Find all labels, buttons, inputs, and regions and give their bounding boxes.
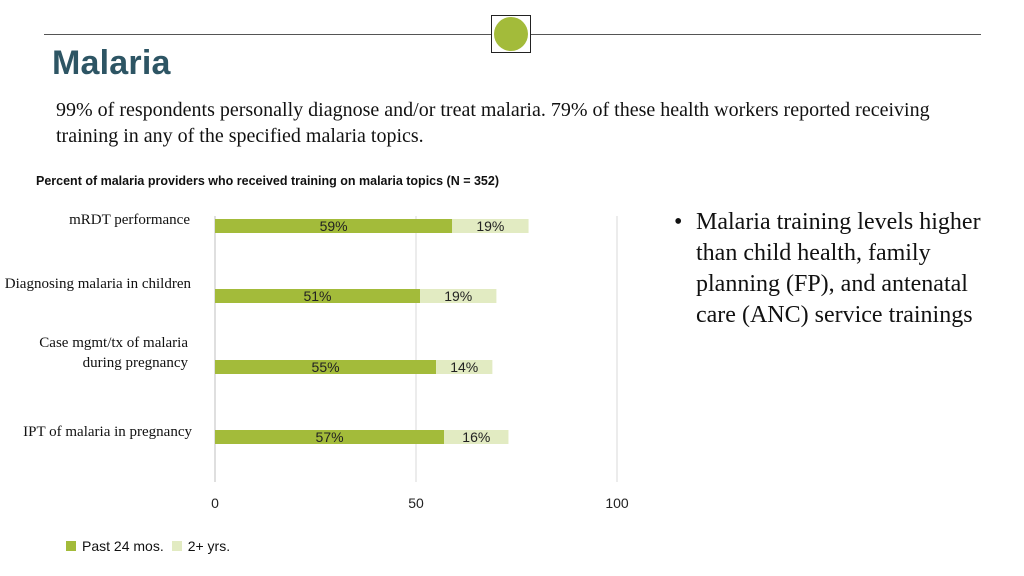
- intro-text: 99% of respondents personally diagnose a…: [56, 99, 930, 147]
- header-emblem: [491, 15, 531, 53]
- x-tick-label-0: 0: [211, 495, 219, 511]
- chart-legend: Past 24 mos. 2+ yrs.: [66, 538, 238, 554]
- bar-twoplus-1: [420, 289, 497, 303]
- bar-past24-2: [215, 360, 437, 374]
- legend-item-twoplus: 2+ yrs.: [171, 538, 231, 554]
- data-label-past24-0: 59%: [320, 218, 348, 234]
- data-label-past24-3: 57%: [316, 429, 344, 445]
- data-label-twoplus-0: 19%: [476, 218, 504, 234]
- bar-twoplus-2: [436, 360, 493, 374]
- key-finding-bullet: • Malaria training levels higher than ch…: [674, 207, 1004, 331]
- key-finding-text: Malaria training levels higher than chil…: [696, 209, 981, 328]
- data-label-twoplus-3: 16%: [462, 429, 490, 445]
- page-title: Malaria: [52, 44, 171, 82]
- x-tick-label-50: 50: [408, 495, 424, 511]
- bar-twoplus-0: [452, 219, 529, 233]
- legend-label-twoplus: 2+ yrs.: [187, 538, 231, 554]
- legend-label-past24: Past 24 mos.: [82, 538, 164, 554]
- legend-swatch-past24: [66, 541, 76, 551]
- chart-title: Percent of malaria providers who receive…: [36, 174, 500, 188]
- bar-past24-1: [215, 289, 421, 303]
- bar-past24-3: [215, 430, 445, 444]
- data-label-past24-2: 55%: [312, 359, 340, 375]
- data-label-past24-1: 51%: [303, 288, 331, 304]
- legend-item-past24: Past 24 mos.: [66, 538, 164, 554]
- category-label-mrdt: mRDT performance: [69, 212, 190, 228]
- category-label-ipt: IPT of malaria in pregnancy: [23, 424, 192, 440]
- category-label-diagnosing: Diagnosing malaria in children: [4, 276, 191, 292]
- x-tick-label-100: 100: [605, 495, 629, 511]
- legend-swatch-twoplus: [171, 541, 182, 551]
- category-label-case-mgmt: Case mgmt/tx of malaria during pregnancy: [39, 335, 188, 371]
- bar-twoplus-3: [444, 430, 509, 444]
- bullet-icon: •: [674, 209, 683, 235]
- green-circle-icon: [494, 17, 528, 51]
- data-label-twoplus-2: 14%: [450, 359, 478, 375]
- data-label-twoplus-1: 19%: [444, 288, 472, 304]
- bar-past24-0: [215, 219, 453, 233]
